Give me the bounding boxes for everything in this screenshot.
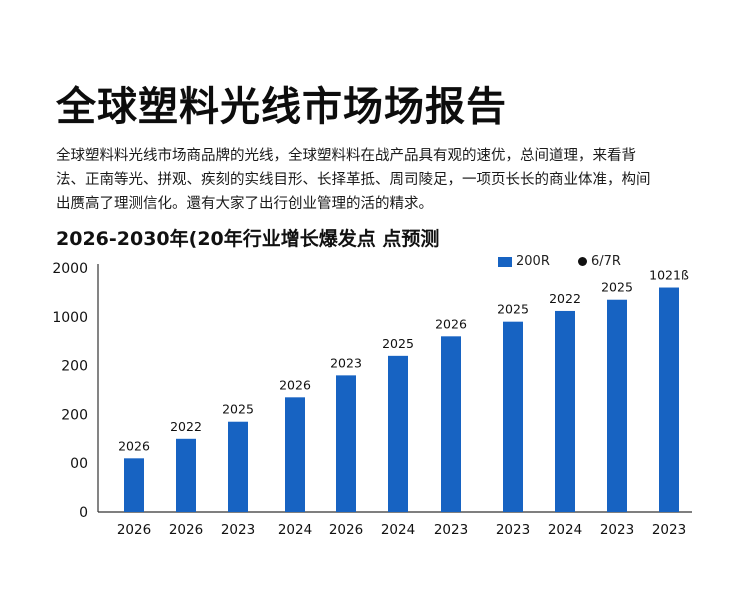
- data-label: 2026: [279, 377, 311, 392]
- bar: [336, 375, 356, 512]
- bar: [388, 355, 408, 512]
- report-title: 全球塑料光线市场场报告: [56, 84, 507, 130]
- data-label: 2022: [549, 291, 581, 306]
- data-label: 2026: [118, 438, 150, 453]
- data-label: 2022: [170, 419, 202, 434]
- data-label: 2026: [435, 316, 467, 331]
- legend-marker-series-b: [578, 257, 587, 266]
- y-tick-label: 200: [61, 359, 88, 375]
- x-tick-label: 2023: [496, 522, 530, 538]
- x-tick-label: 2023: [221, 522, 255, 538]
- description-line-3: 出赝高了理测信化。還有大家了出行创业管理的活的精求。: [56, 196, 433, 212]
- legend-item-series-a: 200R: [498, 254, 550, 269]
- bar: [503, 321, 523, 512]
- bar: [228, 421, 248, 512]
- y-tick-label: 1000: [52, 310, 88, 326]
- legend-label-series-a: 200R: [516, 254, 550, 269]
- x-tick-label: 2024: [548, 522, 582, 538]
- x-tick-label: 2023: [652, 522, 686, 538]
- y-tick-label: 2000: [52, 261, 88, 277]
- x-tick-label: 2026: [117, 522, 151, 538]
- x-tick-label: 2023: [434, 522, 468, 538]
- legend-label-series-b: 6/7R: [591, 254, 621, 269]
- description-line-1: 全球塑料料光线市场商品牌的光线，全球塑料料在战产品具有观的速优，总间道理，来看背: [56, 148, 636, 164]
- x-tick-label: 2026: [169, 522, 203, 538]
- y-tick-label: 0: [79, 505, 88, 521]
- data-label: 2025: [601, 280, 633, 295]
- bar: [659, 287, 679, 512]
- data-label: 2025: [382, 336, 414, 351]
- data-label: 1021ß: [649, 268, 689, 283]
- bar: [607, 299, 627, 512]
- bar: [124, 458, 144, 512]
- bar: [555, 310, 575, 512]
- data-label: 2025: [222, 402, 254, 417]
- report-description: 全球塑料料光线市场商品牌的光线，全球塑料料在战产品具有观的速优，总间道理，来看背…: [56, 144, 696, 216]
- y-tick-label: 200: [61, 407, 88, 423]
- x-tick-label: 2023: [600, 522, 634, 538]
- data-label: 2025: [497, 302, 529, 317]
- x-tick-label: 2026: [329, 522, 363, 538]
- x-tick-label: 2024: [278, 522, 312, 538]
- bar: [176, 438, 196, 512]
- legend-item-series-b: 6/7R: [578, 254, 621, 269]
- description-line-2: 法、正南等光、拼观、疾刻的实线目形、长择革抵、周司陵足，一项页长长的商业体准，构…: [56, 172, 651, 188]
- x-tick-label: 2024: [381, 522, 415, 538]
- bar: [441, 336, 461, 512]
- chart-subtitle: 2026-2030年(20年行业增长爆发点 点预测: [56, 228, 440, 250]
- data-label: 2023: [330, 355, 362, 370]
- legend-swatch-series-a: [498, 256, 512, 267]
- bar: [285, 397, 305, 512]
- y-tick-label: 00: [70, 456, 88, 472]
